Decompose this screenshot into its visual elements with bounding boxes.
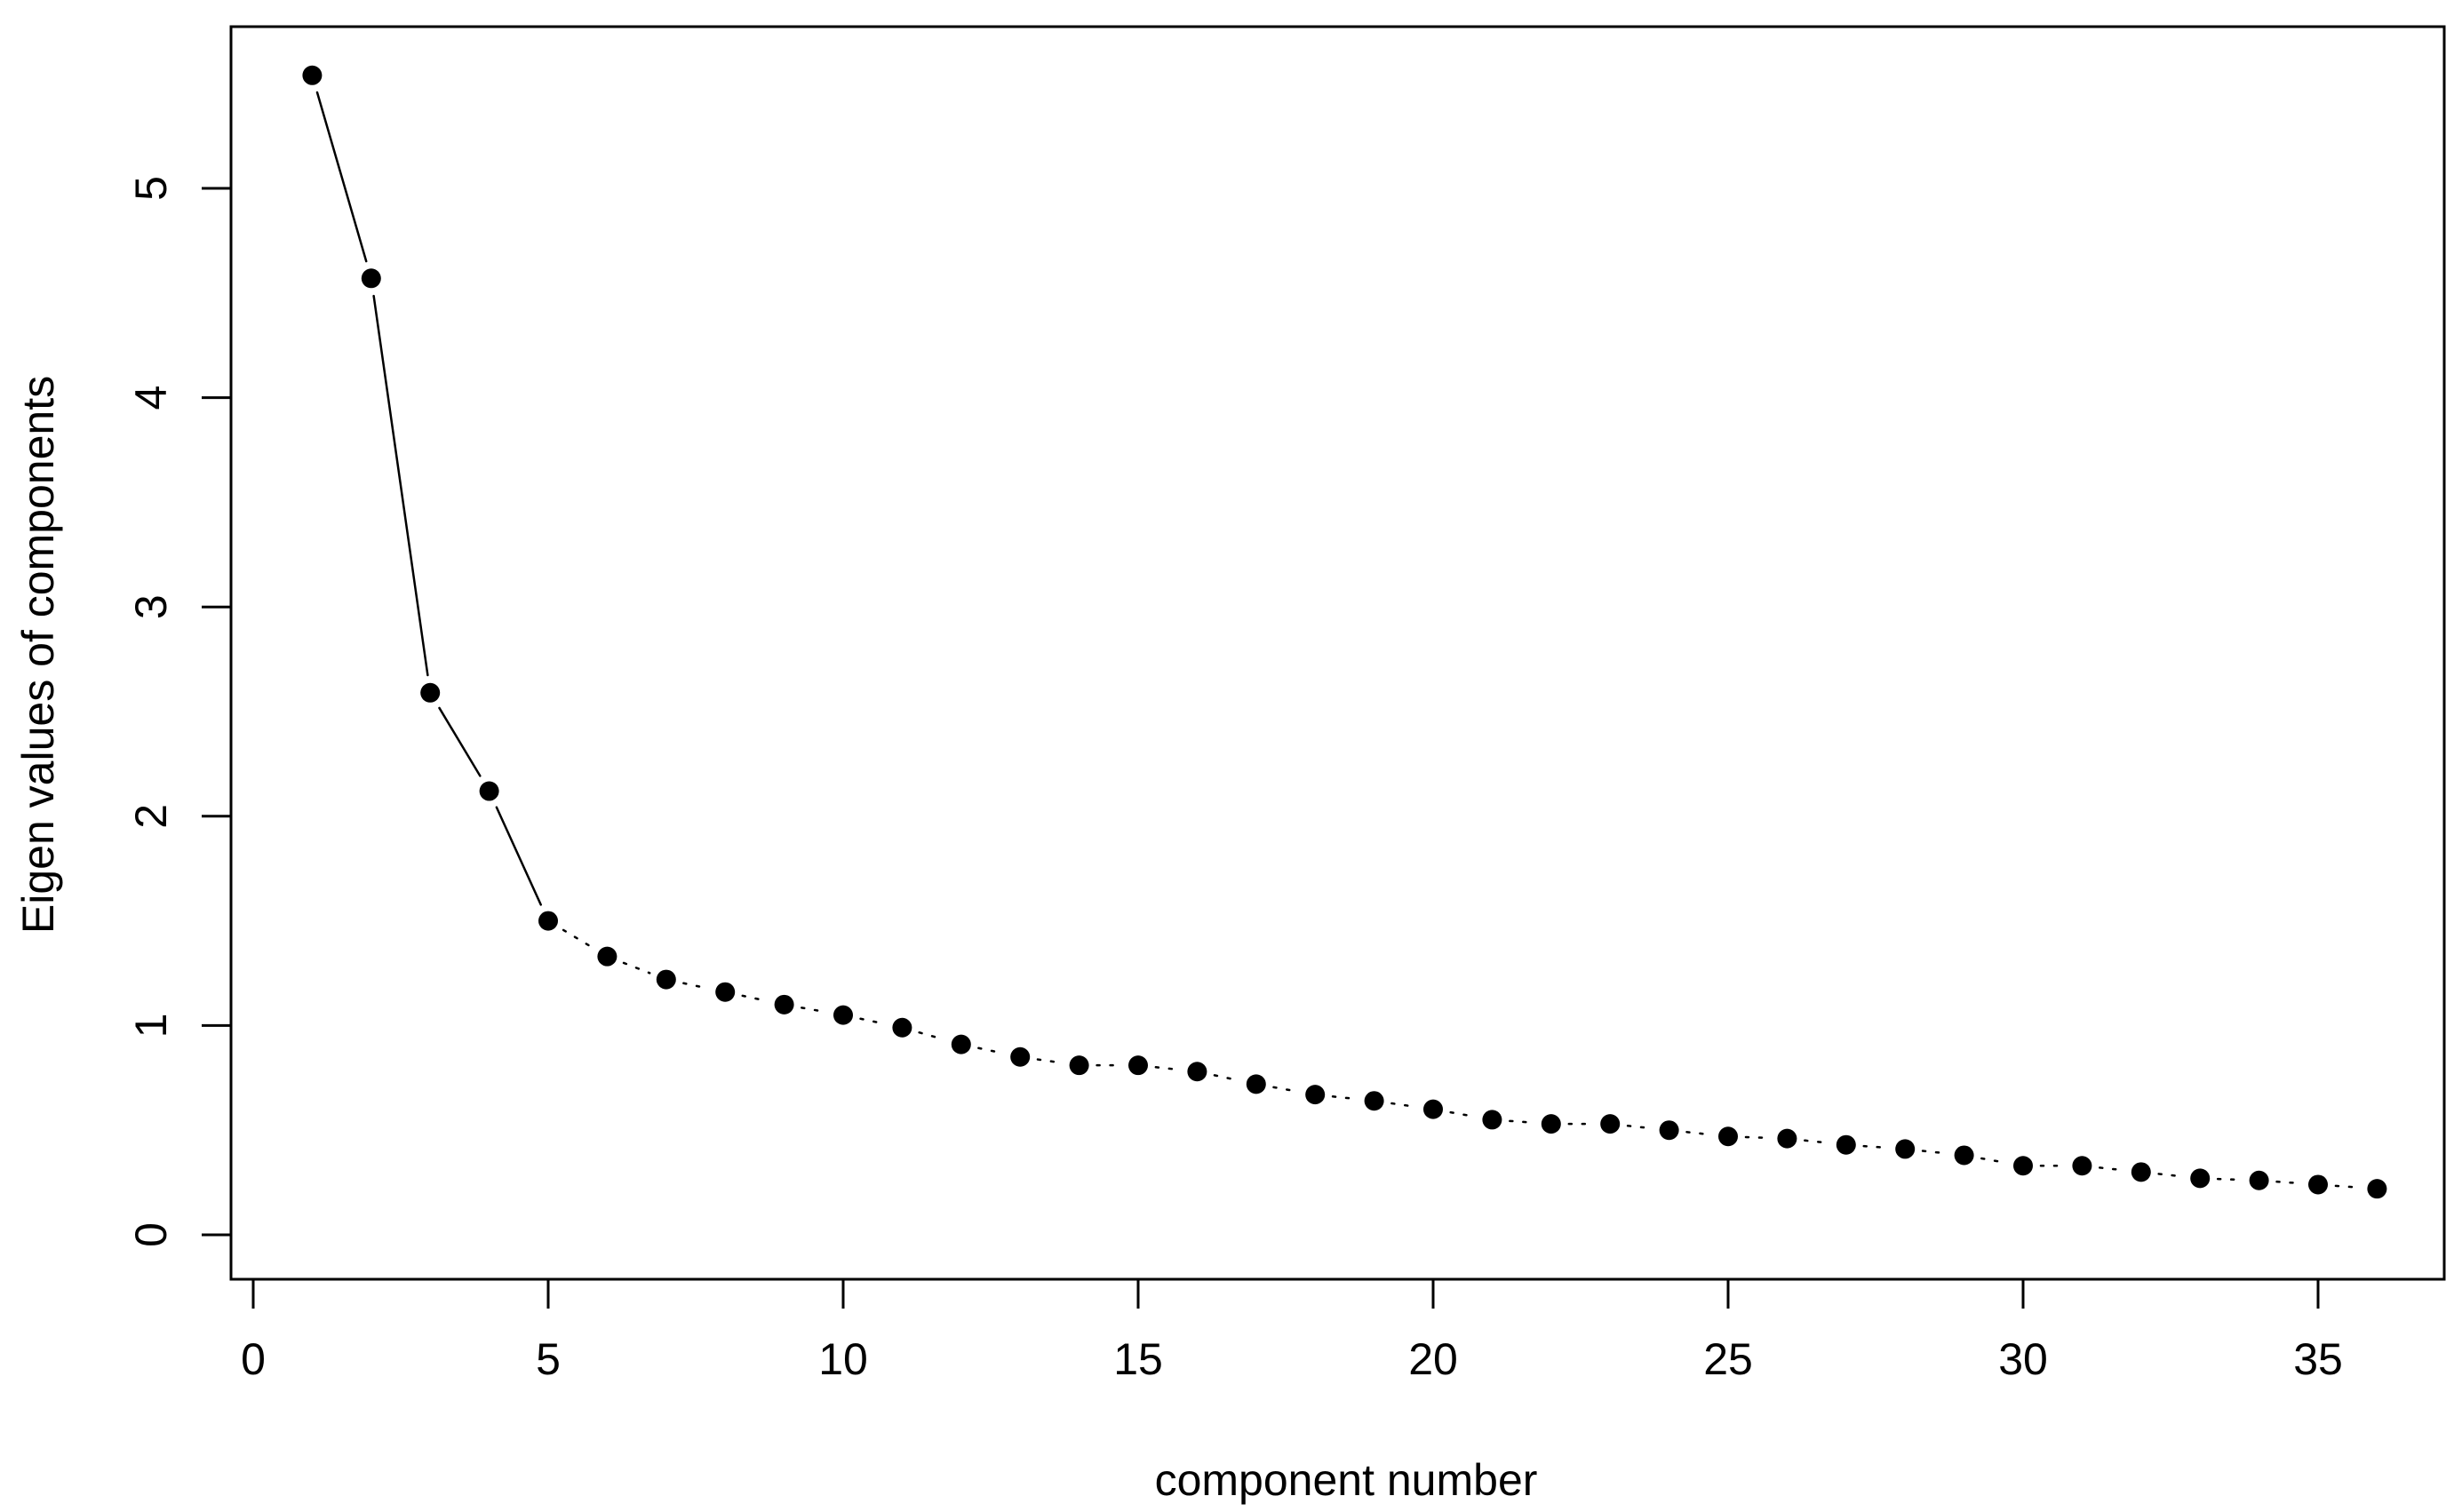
data-point	[538, 911, 558, 931]
data-point	[1954, 1145, 1974, 1166]
x-tick-label: 25	[1703, 1334, 1753, 1384]
data-point	[1010, 1046, 1031, 1067]
data-point	[892, 1017, 912, 1038]
data-point	[1659, 1120, 1679, 1141]
data-point	[1718, 1126, 1738, 1147]
y-axis-label: Eigen values of components	[13, 376, 63, 934]
data-point	[1836, 1134, 1856, 1155]
series-segment-dotted	[1509, 1119, 1535, 1124]
x-tick-label: 15	[1113, 1334, 1163, 1384]
y-tick-label: 1	[126, 1013, 176, 1038]
data-point	[833, 1005, 853, 1025]
series-segment-dotted	[1449, 1110, 1476, 1118]
x-tick-label: 30	[1998, 1334, 2048, 1384]
data-point	[1305, 1085, 1326, 1105]
data-point	[1246, 1074, 1266, 1094]
x-tick-label: 20	[1408, 1334, 1458, 1384]
data-point	[1069, 1055, 1089, 1076]
plot-frame	[229, 25, 2446, 1281]
series-segment-dotted	[1390, 1102, 1417, 1109]
series-segment-dotted	[1744, 1135, 1771, 1140]
data-point	[2308, 1174, 2328, 1195]
data-point	[1423, 1099, 1443, 1119]
series-segment-dotted	[1862, 1144, 1889, 1150]
series-segment-dotted	[1331, 1095, 1358, 1101]
series-segment-dotted	[2334, 1184, 2361, 1190]
x-axis-label: component number	[1155, 1455, 1538, 1505]
series-segment-solid	[495, 806, 542, 906]
y-tick-label: 5	[126, 176, 176, 201]
series-segment-dotted	[2216, 1177, 2243, 1182]
data-point	[1364, 1091, 1384, 1111]
x-tick-label: 0	[241, 1334, 266, 1384]
series-segment-dotted	[1154, 1066, 1181, 1071]
y-tick-label: 0	[126, 1222, 176, 1247]
series-segment-dotted	[2157, 1173, 2184, 1178]
series-segment-solid	[438, 706, 482, 777]
series-segment-dotted	[918, 1031, 945, 1041]
series-segment-dotted	[1685, 1131, 1712, 1136]
connector-lines	[315, 91, 2361, 1190]
data-point	[302, 65, 323, 85]
series-segment-dotted	[741, 994, 769, 1002]
y-axis: 0 1 2 3 4 5	[126, 176, 233, 1247]
series-segment-dotted	[682, 982, 709, 990]
series-segment-dotted	[1804, 1139, 1830, 1144]
series-segment-dotted	[977, 1046, 1004, 1054]
data-point	[1187, 1062, 1207, 1082]
data-point	[715, 982, 736, 1002]
series-segment-dotted	[1921, 1150, 1948, 1155]
data-point	[2072, 1156, 2092, 1176]
series-segment-dotted	[622, 961, 651, 975]
series-segment-dotted	[2099, 1166, 2125, 1172]
data-point	[597, 946, 617, 967]
data-point	[1895, 1139, 1916, 1159]
data-point	[1541, 1114, 1561, 1134]
series-segment-dotted	[1272, 1086, 1299, 1093]
data-point	[1482, 1110, 1502, 1130]
data-point	[2190, 1168, 2211, 1189]
x-tick-label: 10	[818, 1334, 868, 1384]
data-point	[2367, 1179, 2387, 1199]
x-tick-label: 5	[536, 1334, 561, 1384]
y-tick-label: 2	[126, 804, 176, 829]
data-point	[1600, 1114, 1621, 1134]
data-point	[2249, 1170, 2269, 1190]
data-point	[1128, 1055, 1148, 1076]
series-segment-dotted	[1980, 1157, 2007, 1165]
data-points	[302, 65, 2387, 1199]
x-axis: 0 5 10 15 20 25 30 35	[241, 1277, 2343, 1384]
series-segment-solid	[372, 294, 429, 677]
series-segment-dotted	[2275, 1180, 2302, 1185]
y-tick-label: 3	[126, 594, 176, 619]
series-segment-dotted	[562, 928, 594, 949]
series-segment-dotted	[1213, 1074, 1240, 1082]
series-segment-solid	[315, 91, 368, 263]
series-segment-dotted	[1036, 1058, 1064, 1064]
data-point	[656, 969, 676, 990]
data-point	[1777, 1128, 1797, 1149]
series-segment-dotted	[801, 1007, 827, 1014]
data-point	[479, 781, 499, 801]
data-point	[420, 682, 441, 703]
series-segment-dotted	[859, 1017, 887, 1025]
data-point	[361, 268, 381, 289]
y-tick-label: 4	[126, 386, 176, 410]
data-point	[2131, 1162, 2151, 1182]
data-point	[774, 994, 794, 1015]
data-point	[951, 1034, 971, 1054]
data-point	[2013, 1156, 2033, 1176]
series-segment-dotted	[1626, 1124, 1653, 1130]
x-tick-label: 35	[2293, 1334, 2343, 1384]
